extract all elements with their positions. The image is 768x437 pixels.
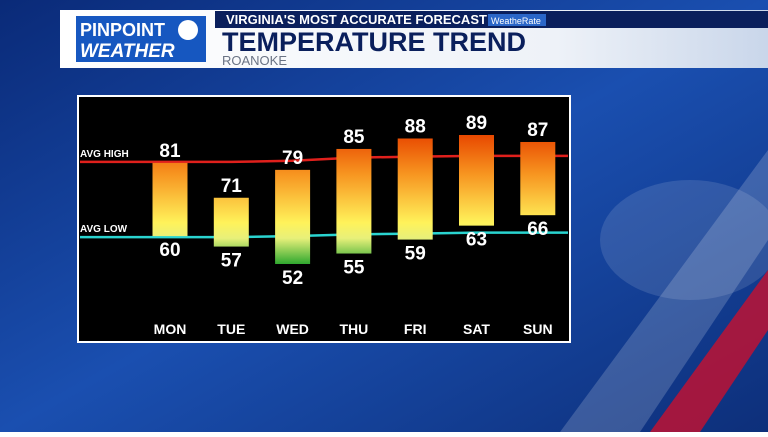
day-label: FRI (404, 321, 427, 337)
chart-title: TEMPERATURE TREND (222, 27, 526, 57)
temp-bar (213, 197, 249, 247)
logo-icon (178, 20, 198, 40)
temp-bar (459, 135, 494, 226)
plot: AVG HIGH AVG LOW 81 60 MON 71 57 TUE 79 52 WED 85 55… (80, 113, 568, 337)
chart-panel (77, 95, 571, 343)
logo-bottom: WEATHER (80, 41, 175, 62)
low-label: 55 (343, 258, 365, 279)
temp-bar (397, 138, 433, 240)
day-label: TUE (217, 321, 245, 337)
avg-low-label: AVG LOW (80, 224, 128, 235)
temp-bar (152, 162, 188, 237)
low-label: 59 (405, 244, 426, 265)
cloud (600, 180, 768, 300)
low-label: 60 (159, 240, 180, 261)
high-label: 71 (221, 176, 243, 197)
day-label: THU (340, 321, 369, 337)
day-label: SUN (523, 321, 553, 337)
temp-bar (336, 148, 372, 254)
badge-box (488, 14, 546, 26)
high-label: 79 (282, 148, 303, 169)
stripe (560, 150, 768, 432)
high-label: 87 (527, 120, 548, 141)
badge: WeatheRate (491, 16, 541, 26)
tagline: VIRGINIA'S MOST ACCURATE FORECAST (226, 12, 487, 27)
day-label: MON (154, 321, 187, 337)
high-label: 89 (466, 113, 487, 134)
logo-top: PINPOINT (80, 20, 165, 40)
low-label: 63 (466, 230, 487, 251)
high-label: 88 (405, 116, 426, 137)
stripe (650, 270, 768, 432)
high-label: 81 (159, 141, 181, 162)
temp-bar (520, 141, 556, 216)
high-label: 85 (343, 127, 365, 148)
day-label: SAT (463, 321, 490, 337)
low-label: 66 (527, 219, 548, 240)
low-label: 52 (282, 268, 303, 289)
avg-high-label: AVG HIGH (80, 149, 129, 160)
chart-subtitle: ROANOKE (222, 53, 287, 68)
day-label: WED (276, 321, 309, 337)
temp-bar (275, 169, 311, 264)
low-label: 57 (221, 251, 242, 272)
